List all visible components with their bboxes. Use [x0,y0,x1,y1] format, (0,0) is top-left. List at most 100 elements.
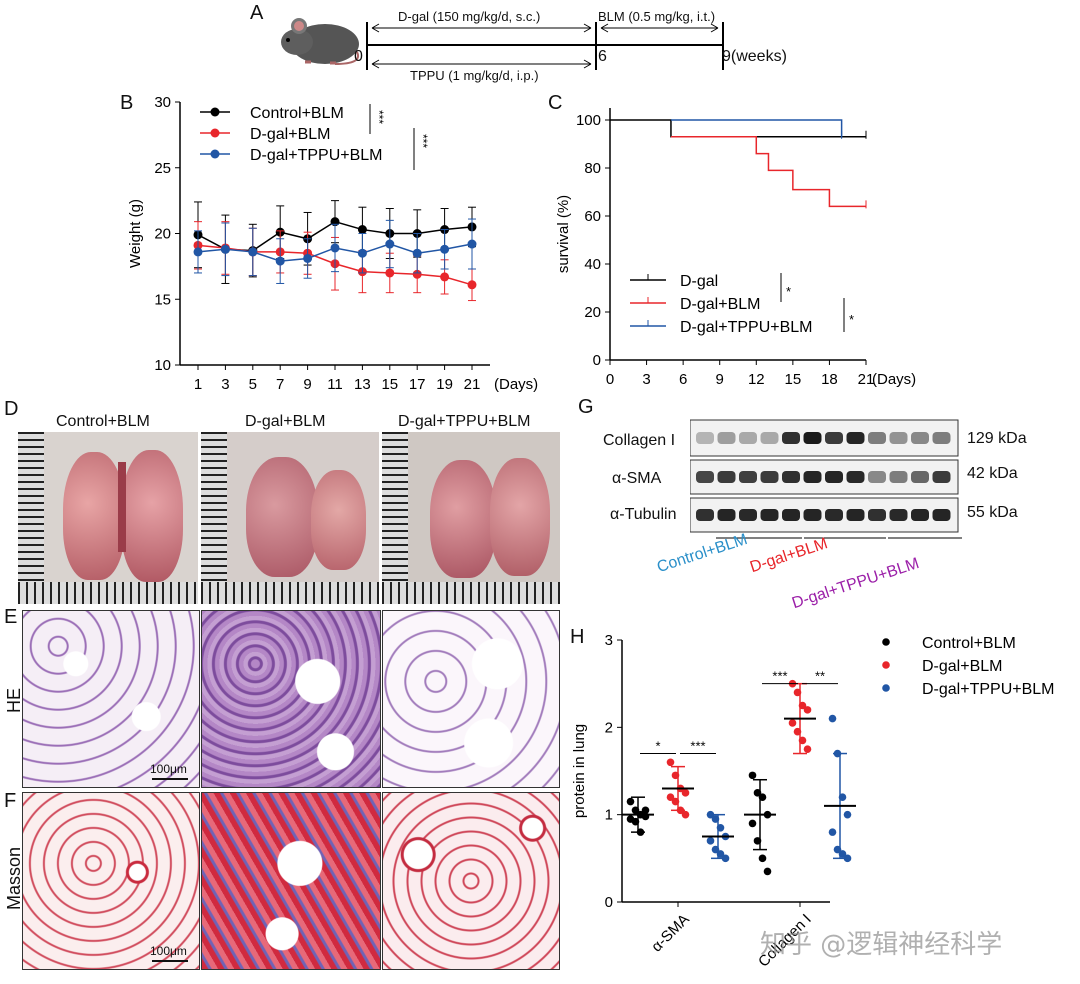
legend-label: D-gal+BLM [922,658,1002,675]
x-tick-label: 19 [436,376,453,393]
x-axis-label: (Days) [872,371,916,388]
western-blot [690,419,962,539]
data-point [681,789,690,797]
masson-image-dgal [201,792,381,970]
y-tick-label: 100 [576,112,601,129]
blot-row-label-asma: α-SMA [612,470,662,487]
x-tick-label: 1 [194,376,202,393]
data-point [666,793,675,801]
blot-band [696,432,714,444]
x-tick-label: 21 [858,371,875,388]
blot-band [760,471,779,483]
data-point [748,819,757,828]
data-point [721,854,730,863]
data-point [357,225,367,235]
timeline-dgal-label: D-gal (150 mg/kg/d, s.c.) [398,9,541,24]
blot-band [739,471,757,483]
blot-band [889,471,908,483]
x-tick-label: 6 [679,371,687,388]
legend-label: D-gal+TPPU+BLM [922,681,1055,698]
mouse-icon [281,18,359,65]
y-tick-label: 15 [154,291,171,308]
data-point [412,248,422,258]
blot-band [782,509,800,521]
y-axis-label: protein in lung [571,724,588,818]
x-tick-label: 17 [409,376,426,393]
he-scalebar-line [152,778,188,780]
blot-band [696,509,714,521]
y-tick-label: 40 [584,256,601,273]
x-tick-label: 21 [464,376,481,393]
data-point [828,828,837,836]
blot-kda-collagen: 129 kDa [967,430,1027,447]
blot-band [932,509,951,521]
legend-marker [210,149,220,159]
panel-label-a: A [250,2,264,24]
timeline-diagram [366,22,724,70]
data-point [803,745,812,753]
y-tick-label: 0 [593,352,601,369]
data-point [828,714,837,723]
sig-label: * [655,739,660,754]
data-point [440,272,450,282]
blot-band [932,432,951,444]
survival-curve [670,136,866,208]
watermark: 知乎 @逻辑神经科学 [760,930,1003,960]
blot-kda-tubulin: 55 kDa [967,504,1018,521]
blot-band [825,432,843,444]
panel-label-g: G [578,396,594,418]
y-tick-label: 20 [584,304,601,321]
y-tick-label: 60 [584,208,601,225]
blot-band [739,432,757,444]
y-tick-label: 80 [584,160,601,177]
x-tick-label: 0 [606,371,614,388]
blot-band [911,432,929,444]
he-image-dgal [201,610,381,788]
data-point [412,269,422,279]
data-point [763,867,772,876]
blot-band [932,471,951,483]
data-point [706,810,715,819]
blot-band [846,471,865,483]
photo-label-tppu: D-gal+TPPU+BLM [398,413,531,430]
blot-row-label-collagen: Collagen I [603,432,676,449]
data-point [385,268,395,278]
y-tick-label: 30 [154,94,171,111]
legend-label: D-gal+BLM [250,126,330,143]
y-tick-label: 0 [605,894,613,911]
blot-row-label-tubulin: α-Tubulin [610,506,677,523]
he-image-tppu [382,610,560,788]
data-point [626,797,635,806]
timeline-t0: 0 [354,48,363,65]
y-tick-label: 1 [605,807,613,824]
sig-label: *** [690,739,705,754]
data-point [681,810,690,819]
blot-band [717,471,736,483]
photo-label-control: Control+BLM [56,413,150,430]
x-tick-label: 9 [716,371,724,388]
data-point [385,239,395,249]
timeline-blm-label: BLM (0.5 mg/kg, i.t.) [598,9,716,24]
data-point [193,247,203,257]
sig-label: *** [772,669,787,684]
data-point [788,719,797,727]
x-tick-label: 7 [276,376,284,393]
blot-band [803,471,822,483]
blot-band [760,432,779,444]
masson-image-control [22,792,200,970]
y-tick-label: 10 [154,357,171,374]
survival-chart: 0 20 40 60 80 100 0 3 6 9 12 15 18 21(Days) survival (… [555,108,916,388]
photo-label-dgal: D-gal+BLM [245,413,326,430]
x-tick-label: α-SMA [648,911,693,956]
legend-label: D-gal+TPPU+BLM [680,319,813,336]
data-point [748,771,757,780]
data-point [357,248,367,258]
data-point [843,810,852,819]
sig-label: *** [416,134,430,148]
he-scalebar: 100μm [150,762,187,776]
blot-band [889,432,908,444]
sig-label: *** [372,110,386,124]
blot-band [911,509,929,521]
